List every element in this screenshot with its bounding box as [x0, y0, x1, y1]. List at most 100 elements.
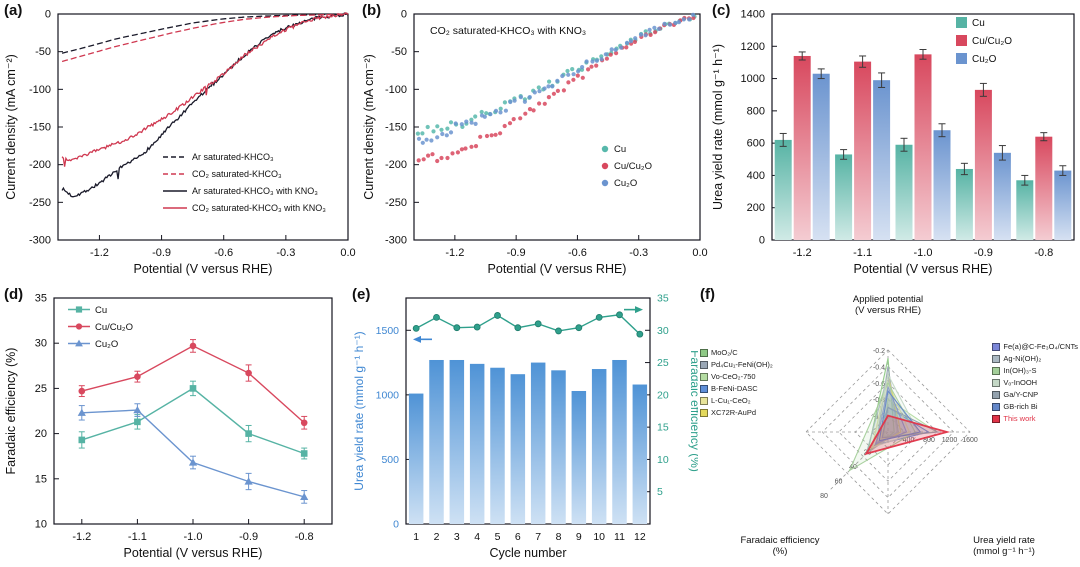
svg-text:5: 5: [495, 531, 501, 543]
svg-text:-1.1: -1.1: [853, 247, 872, 259]
panel-e: (e) 0 500 1000 1500 5 10 15 20 25 30 35 1 2 3 4 5 6 7 8 9 10…: [348, 286, 698, 567]
legend-swatch: [992, 379, 1001, 387]
legend-label: MoO₂/C: [711, 348, 738, 357]
legend-label: GB-rich Bi: [1003, 402, 1038, 411]
svg-text:-1.1: -1.1: [128, 531, 147, 543]
svg-text:6: 6: [515, 531, 521, 543]
svg-text:25: 25: [657, 357, 669, 369]
panel-f-label: (f): [700, 286, 715, 303]
svg-text:Cu₂O: Cu₂O: [972, 54, 997, 65]
svg-text:-0.2: -0.2: [873, 348, 885, 355]
radar-legend-right: Fe(a)@C-Fe₃O₄/CNTs Ag-Ni(OH)₂ In(OH)₃-S Vₒ-…: [992, 342, 1078, 424]
svg-text:800: 800: [923, 437, 935, 444]
radar-legend-item: In(OH)₃-S: [992, 366, 1078, 376]
svg-text:Ar saturated-KHCO₃ with KNO₃: Ar saturated-KHCO₃ with KNO₃: [192, 186, 318, 196]
svg-text:-1.2: -1.2: [793, 247, 812, 259]
panel-a-chart: -1.2 -0.9 -0.6 -0.3 0.0 0 -50 -100 -150 -200 -250 -…: [4, 9, 356, 277]
svg-text:-150: -150: [29, 122, 51, 134]
svg-text:500: 500: [381, 454, 399, 466]
svg-text:-0.6: -0.6: [214, 247, 233, 259]
radar-legend-item: XC72R-AuPd: [700, 408, 773, 418]
svg-text:9: 9: [576, 531, 582, 543]
svg-text:10: 10: [593, 531, 605, 543]
svg-text:12: 12: [634, 531, 646, 543]
svg-text:-0.8: -0.8: [295, 531, 314, 543]
panel-b-chart: -1.2 -0.9 -0.6 -0.3 0.0 0 -50 -100 -150 -200 -250 -…: [362, 9, 708, 277]
svg-text:0: 0: [759, 235, 765, 247]
svg-text:-250: -250: [29, 197, 51, 209]
legend-label: Vₒ-InOOH: [1003, 378, 1038, 387]
svg-text:(mmol g⁻¹ h⁻¹): (mmol g⁻¹ h⁻¹): [973, 546, 1035, 557]
legend-swatch: [700, 385, 708, 393]
svg-text:Current density (mA cm⁻²): Current density (mA cm⁻²): [4, 54, 18, 200]
svg-text:25: 25: [35, 383, 47, 395]
legend-swatch: [992, 403, 1001, 411]
svg-text:Faradaic efficiency (%): Faradaic efficiency (%): [4, 348, 18, 475]
legend-swatch: [700, 373, 708, 381]
svg-text:Cu/Cu₂O: Cu/Cu₂O: [614, 161, 652, 172]
svg-text:Cu/Cu₂O: Cu/Cu₂O: [95, 322, 133, 333]
svg-text:0.0: 0.0: [340, 247, 355, 259]
svg-text:8: 8: [556, 531, 562, 543]
legend-swatch: [992, 355, 1001, 363]
svg-text:400: 400: [747, 170, 765, 182]
svg-text:-0.3: -0.3: [629, 247, 648, 259]
svg-text:35: 35: [657, 293, 669, 305]
svg-text:(%): (%): [773, 546, 788, 557]
svg-text:20: 20: [657, 389, 669, 401]
svg-text:-0.8: -0.8: [1034, 247, 1053, 259]
svg-text:Cu: Cu: [95, 305, 107, 316]
radar-legend-item: Fe(a)@C-Fe₃O₄/CNTs: [992, 342, 1078, 352]
svg-text:-50: -50: [35, 46, 51, 58]
legend-label: XC72R-AuPd: [711, 408, 757, 417]
svg-text:-300: -300: [29, 235, 51, 247]
svg-text:-200: -200: [385, 159, 407, 171]
svg-text:-0.3: -0.3: [276, 247, 295, 259]
svg-text:-1.2: -1.2: [72, 531, 91, 543]
radar-legend-item: MoO₂/C: [700, 348, 773, 358]
svg-text:-1.2: -1.2: [445, 247, 464, 259]
svg-text:-300: -300: [385, 235, 407, 247]
svg-text:1600: 1600: [962, 437, 978, 444]
panel-c-chart: 0 200 400 600 800 1000 1200 1400 -1.2 -1.1 -1.0 -0.…: [711, 9, 1075, 276]
svg-text:-1.2: -1.2: [90, 247, 109, 259]
svg-text:3: 3: [454, 531, 460, 543]
svg-text:1200: 1200: [942, 437, 958, 444]
svg-text:CO₂ saturated-KHCO₃ with KNO₃: CO₂ saturated-KHCO₃ with KNO₃: [430, 25, 586, 37]
legend-label: Ga/Y-CNP: [1003, 390, 1039, 399]
svg-text:Potential (V versus RHE): Potential (V versus RHE): [488, 262, 627, 276]
legend-swatch: [700, 361, 708, 369]
svg-text:60: 60: [835, 478, 843, 485]
legend-swatch: [992, 367, 1001, 375]
svg-text:-0.9: -0.9: [974, 247, 993, 259]
svg-text:-100: -100: [29, 84, 51, 96]
svg-text:Potential (V versus RHE): Potential (V versus RHE): [134, 262, 273, 276]
svg-text:1: 1: [413, 531, 419, 543]
svg-text:1400: 1400: [741, 9, 765, 21]
legend-swatch: [992, 343, 1001, 351]
svg-text:10: 10: [35, 519, 47, 531]
legend-label: L-Cu₁-CeO₂: [711, 396, 751, 405]
svg-text:Cu₂O: Cu₂O: [95, 339, 118, 350]
radar-legend-item: Ag-Ni(OH)₂: [992, 354, 1078, 364]
svg-text:-50: -50: [391, 46, 407, 58]
svg-text:200: 200: [747, 202, 765, 214]
svg-text:1200: 1200: [741, 41, 765, 53]
svg-text:Ar saturated-KHCO₃: Ar saturated-KHCO₃: [192, 152, 274, 162]
legend-label: Pd₄Cu₁-FeNi(OH)₂: [711, 360, 773, 369]
radar-legend-item: Vo-CeO₂-750: [700, 372, 773, 382]
radar-legend-item: L-Cu₁-CeO₂: [700, 396, 773, 406]
radar-legend-left: MoO₂/C Pd₄Cu₁-FeNi(OH)₂ Vo-CeO₂-750 B-FeNi-…: [700, 348, 773, 418]
svg-text:-250: -250: [385, 197, 407, 209]
svg-text:0: 0: [45, 9, 51, 21]
svg-text:-100: -100: [385, 84, 407, 96]
legend-swatch: [700, 397, 708, 405]
radar-legend-item: Pd₄Cu₁-FeNi(OH)₂: [700, 360, 773, 370]
svg-text:20: 20: [35, 428, 47, 440]
svg-text:Potential (V versus RHE): Potential (V versus RHE): [854, 262, 993, 276]
svg-text:80: 80: [820, 493, 828, 500]
svg-text:600: 600: [747, 138, 765, 150]
svg-text:40: 40: [849, 464, 857, 471]
svg-text:CO₂ saturated-KHCO₃ with KNO₃: CO₂ saturated-KHCO₃ with KNO₃: [192, 203, 326, 213]
